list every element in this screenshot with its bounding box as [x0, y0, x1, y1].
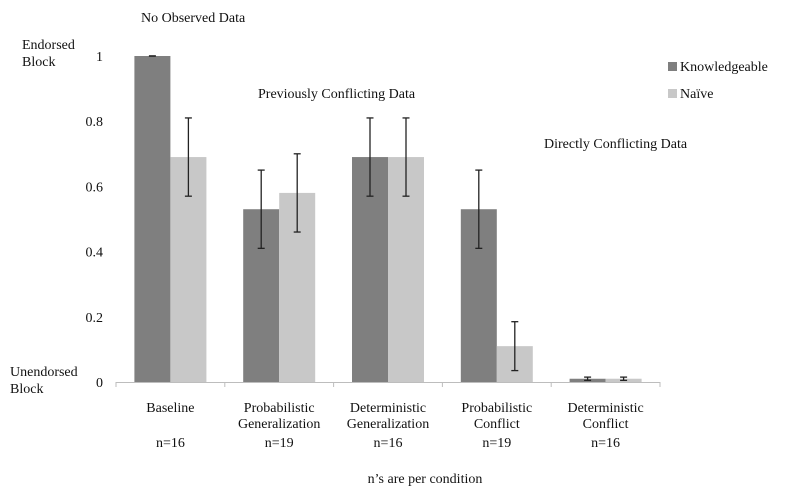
legend-swatch-knowledgeable: [668, 62, 677, 71]
y-axis-ticks: 0 0.2 0.4 0.6 0.8 1: [86, 50, 104, 391]
legend: Knowledgeable Naïve: [668, 60, 768, 102]
bars: [134, 56, 642, 382]
error-bars: [148, 55, 628, 382]
n-label: n=16: [591, 436, 620, 451]
y-tick-label: 0.4: [86, 246, 104, 261]
n-label: n=19: [265, 436, 294, 451]
n-label: n=19: [482, 436, 511, 451]
category-label: Conflict: [583, 417, 629, 432]
category-label: Deterministic: [567, 401, 643, 416]
category-label: Conflict: [474, 417, 520, 432]
legend-label-knowledgeable: Knowledgeable: [680, 60, 768, 75]
category-label: Probabilistic: [244, 401, 315, 416]
y-tick-label: 0.6: [86, 180, 104, 195]
category-label: Generalization: [347, 417, 429, 432]
bar-knowledgeable: [134, 56, 171, 382]
y-tick-label: 0.2: [86, 311, 104, 326]
y-bottom-label-line-1: Unendorsed: [10, 365, 78, 380]
y-tick-label: 0: [96, 376, 103, 391]
y-tick-label: 0.8: [86, 115, 104, 130]
group-label-directly-conflicting-data: Directly Conflicting Data: [544, 137, 688, 152]
category-labels: Baselinen=16ProbabilisticGeneralizationn…: [146, 401, 643, 451]
category-label: Probabilistic: [461, 401, 532, 416]
category-label: Baseline: [146, 401, 194, 416]
category-label: Generalization: [238, 417, 320, 432]
y-top-label-line-1: Endorsed: [22, 38, 75, 53]
legend-label-naive: Naïve: [680, 87, 713, 102]
y-top-label-line-2: Block: [22, 55, 55, 70]
group-label-no-observed-data: No Observed Data: [141, 11, 246, 26]
footnote: n’s are per condition: [368, 472, 483, 487]
y-tick-label: 1: [96, 50, 103, 65]
legend-swatch-naive: [668, 89, 677, 98]
y-bottom-label-line-2: Block: [10, 382, 43, 397]
n-label: n=16: [156, 436, 185, 451]
category-label: Deterministic: [350, 401, 426, 416]
n-label: n=16: [374, 436, 403, 451]
x-axis: [115, 382, 661, 387]
group-label-previously-conflicting-data: Previously Conflicting Data: [258, 87, 416, 102]
